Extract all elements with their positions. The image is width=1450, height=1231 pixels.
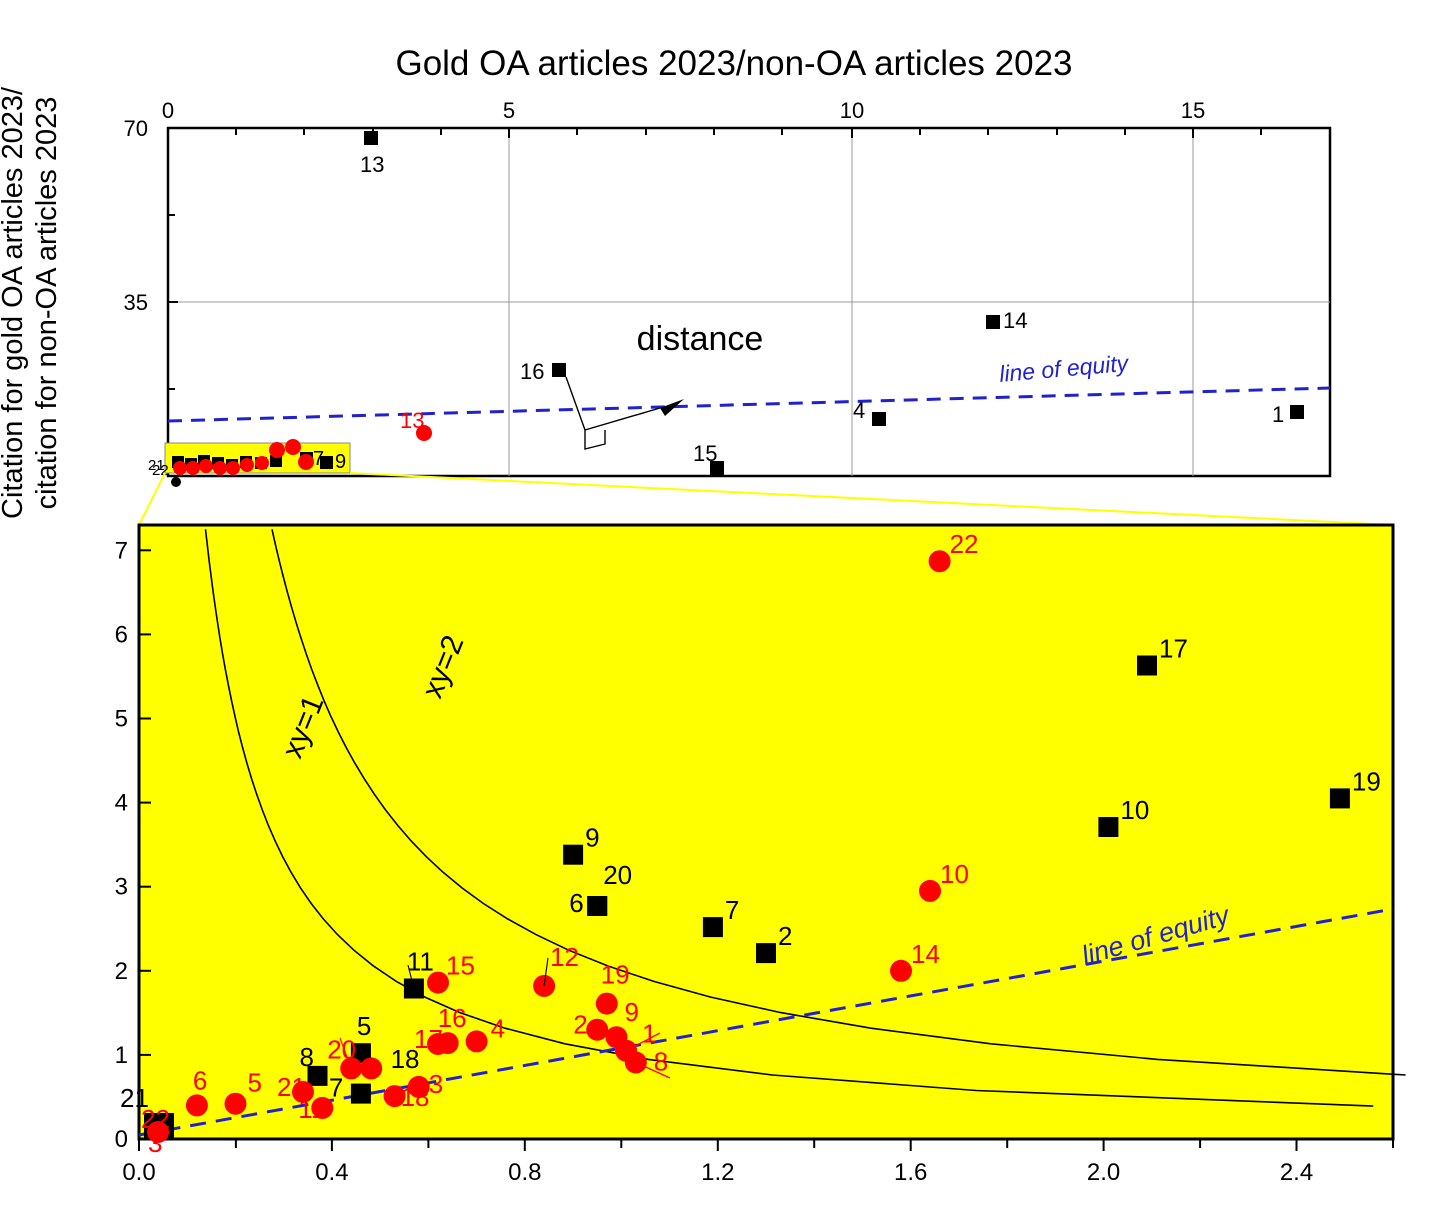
svg-text:12: 12 <box>550 942 579 972</box>
svg-text:5: 5 <box>503 98 515 123</box>
svg-text:10: 10 <box>840 98 864 123</box>
svg-text:6: 6 <box>193 1065 207 1095</box>
svg-text:9: 9 <box>335 451 346 473</box>
svg-text:14: 14 <box>911 939 940 969</box>
svg-text:5: 5 <box>248 1068 262 1098</box>
svg-text:1.6: 1.6 <box>894 1159 927 1186</box>
svg-text:0: 0 <box>115 1126 128 1153</box>
svg-text:8: 8 <box>300 1042 314 1072</box>
svg-text:20: 20 <box>603 860 632 890</box>
svg-text:17: 17 <box>1159 634 1188 664</box>
svg-text:5: 5 <box>115 706 128 733</box>
svg-text:5: 5 <box>357 1011 371 1041</box>
svg-text:2: 2 <box>778 921 792 951</box>
svg-text:2.4: 2.4 <box>1280 1159 1313 1186</box>
svg-text:9: 9 <box>585 823 599 853</box>
svg-text:15: 15 <box>1181 98 1205 123</box>
svg-text:16: 16 <box>438 1003 467 1033</box>
svg-text:1: 1 <box>1272 402 1284 427</box>
svg-text:70: 70 <box>124 116 148 141</box>
svg-text:0.4: 0.4 <box>315 1159 348 1186</box>
svg-text:2: 2 <box>115 958 128 985</box>
svg-text:21: 21 <box>148 457 165 474</box>
svg-text:3: 3 <box>115 874 128 901</box>
svg-text:19: 19 <box>1352 766 1381 796</box>
svg-text:10: 10 <box>1120 795 1149 825</box>
svg-text:4: 4 <box>115 790 128 817</box>
svg-text:9: 9 <box>625 997 639 1027</box>
svg-text:3: 3 <box>429 1069 443 1099</box>
svg-text:2.0: 2.0 <box>1087 1159 1120 1186</box>
svg-text:11: 11 <box>298 1094 325 1124</box>
svg-text:15: 15 <box>446 951 475 981</box>
svg-text:0.0: 0.0 <box>122 1159 155 1186</box>
svg-text:0: 0 <box>162 98 174 123</box>
svg-text:35: 35 <box>124 290 148 315</box>
svg-text:1.2: 1.2 <box>701 1159 734 1186</box>
svg-text:13: 13 <box>400 408 424 433</box>
svg-text:19: 19 <box>601 960 630 990</box>
svg-text:1: 1 <box>642 1019 656 1049</box>
svg-text:7: 7 <box>313 448 324 470</box>
svg-text:2: 2 <box>573 1010 587 1040</box>
svg-text:7: 7 <box>115 537 128 564</box>
svg-text:distance: distance <box>637 320 764 358</box>
svg-text:22: 22 <box>950 529 979 559</box>
svg-text:7: 7 <box>725 895 739 925</box>
svg-text:0.8: 0.8 <box>508 1159 541 1186</box>
svg-text:1: 1 <box>115 1042 128 1069</box>
svg-text:14: 14 <box>1003 308 1027 333</box>
svg-text:3: 3 <box>148 1128 162 1158</box>
svg-text:4: 4 <box>491 1013 505 1043</box>
svg-text:15: 15 <box>693 441 717 466</box>
svg-text:20: 20 <box>327 1034 356 1064</box>
svg-text:6: 6 <box>569 888 583 918</box>
svg-text:10: 10 <box>940 859 969 889</box>
svg-text:16: 16 <box>520 359 544 384</box>
svg-text:11: 11 <box>407 947 434 977</box>
svg-text:citation for non-OA articles 2: citation for non-OA articles 2023 <box>31 97 63 510</box>
svg-text:7: 7 <box>329 1073 343 1103</box>
svg-text:4: 4 <box>853 398 865 423</box>
svg-text:13: 13 <box>360 152 384 177</box>
svg-text:6: 6 <box>115 621 128 648</box>
svg-text:Citation for gold OA articles: Citation for gold OA articles 2023/ <box>0 86 29 519</box>
svg-text:Gold OA articles 2023/non-OA a: Gold OA articles 2023/non-OA articles 20… <box>395 44 1072 83</box>
